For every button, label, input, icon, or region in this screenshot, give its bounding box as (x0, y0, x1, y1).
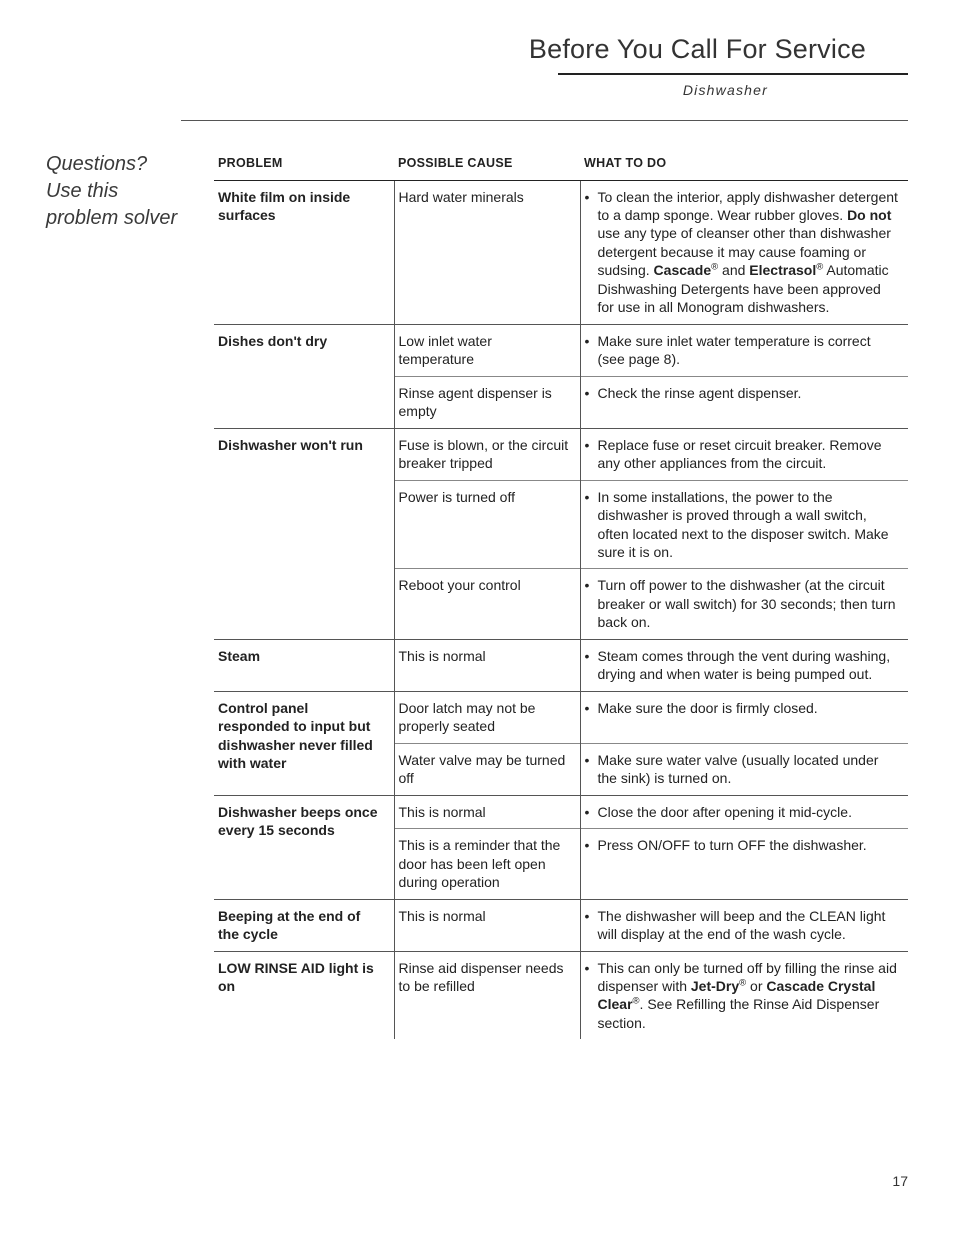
title-rule (558, 73, 908, 75)
problem-cell: Steam (214, 639, 394, 691)
todo-list: Turn off power to the dishwasher (at the… (585, 576, 899, 631)
table-row: Dishes don't dryLow inlet water temperat… (214, 324, 908, 376)
cause-cell: Reboot your control (394, 569, 580, 639)
col-header-todo: WHAT TO DO (580, 149, 908, 180)
todo-item: In some installations, the power to the … (585, 488, 899, 562)
col-header-problem: PROBLEM (214, 149, 394, 180)
todo-cell: Replace fuse or reset circuit breaker. R… (580, 428, 908, 480)
cause-cell: This is normal (394, 899, 580, 951)
table-row: Control panel responded to input but dis… (214, 691, 908, 743)
todo-cell: Press ON/OFF to turn OFF the dishwasher. (580, 829, 908, 899)
table-row: Dishwasher won't runFuse is blown, or th… (214, 428, 908, 480)
todo-list: Steam comes through the vent during wash… (585, 647, 899, 684)
page-number: 17 (892, 1173, 908, 1189)
todo-cell: The dishwasher will beep and the CLEAN l… (580, 899, 908, 951)
cause-cell: Low inlet water temperature (394, 324, 580, 376)
todo-list: Check the rinse agent dispenser. (585, 384, 899, 402)
todo-list: This can only be turned off by filling t… (585, 959, 899, 1033)
header-rule (181, 120, 908, 121)
body: Questions? Use this problem solver PROBL… (46, 149, 908, 1039)
cause-cell: This is a reminder that the door has bee… (394, 829, 580, 899)
todo-list: Make sure water valve (usually located u… (585, 751, 899, 788)
todo-item: The dishwasher will beep and the CLEAN l… (585, 907, 899, 944)
todo-list: Replace fuse or reset circuit breaker. R… (585, 436, 899, 473)
table-row: Beeping at the end of the cycleThis is n… (214, 899, 908, 951)
todo-cell: This can only be turned off by filling t… (580, 951, 908, 1039)
todo-item: This can only be turned off by filling t… (585, 959, 899, 1033)
todo-list: The dishwasher will beep and the CLEAN l… (585, 907, 899, 944)
cause-cell: This is normal (394, 795, 580, 828)
cause-cell: Rinse aid dispenser needs to be refilled (394, 951, 580, 1039)
todo-cell: In some installations, the power to the … (580, 480, 908, 569)
table-row: White film on inside surfacesHard water … (214, 180, 908, 324)
todo-item: Replace fuse or reset circuit breaker. R… (585, 436, 899, 473)
todo-item: Turn off power to the dishwasher (at the… (585, 576, 899, 631)
todo-item: Check the rinse agent dispenser. (585, 384, 899, 402)
todo-list: Make sure inlet water temperature is cor… (585, 332, 899, 369)
col-header-cause: POSSIBLE CAUSE (394, 149, 580, 180)
page-title: Before You Call For Service (181, 34, 908, 65)
cause-cell: Power is turned off (394, 480, 580, 569)
todo-list: Press ON/OFF to turn OFF the dishwasher. (585, 836, 899, 854)
todo-item: Close the door after opening it mid-cycl… (585, 803, 899, 821)
table-header-row: PROBLEM POSSIBLE CAUSE WHAT TO DO (214, 149, 908, 180)
cause-cell: Hard water minerals (394, 180, 580, 324)
todo-item: To clean the interior, apply dishwasher … (585, 188, 899, 317)
page: Before You Call For Service Dishwasher Q… (0, 0, 954, 1235)
todo-cell: Make sure inlet water temperature is cor… (580, 324, 908, 376)
todo-cell: To clean the interior, apply dishwasher … (580, 180, 908, 324)
cause-cell: This is normal (394, 639, 580, 691)
todo-item: Make sure the door is firmly closed. (585, 699, 899, 717)
todo-item: Press ON/OFF to turn OFF the dishwasher. (585, 836, 899, 854)
problem-cell: Control panel responded to input but dis… (214, 691, 394, 795)
problem-cell: Beeping at the end of the cycle (214, 899, 394, 951)
todo-cell: Make sure the door is firmly closed. (580, 691, 908, 743)
troubleshoot-table: PROBLEM POSSIBLE CAUSE WHAT TO DO White … (214, 149, 908, 1039)
cause-cell: Rinse agent dispenser is empty (394, 376, 580, 428)
todo-list: Make sure the door is firmly closed. (585, 699, 899, 717)
page-subtitle: Dishwasher (181, 82, 908, 98)
todo-cell: Turn off power to the dishwasher (at the… (580, 569, 908, 639)
problem-cell: Dishes don't dry (214, 324, 394, 428)
table-row: Dishwasher beeps once every 15 secondsTh… (214, 795, 908, 828)
todo-cell: Steam comes through the vent during wash… (580, 639, 908, 691)
todo-list: Close the door after opening it mid-cycl… (585, 803, 899, 821)
problem-cell: Dishwasher beeps once every 15 seconds (214, 795, 394, 899)
cause-cell: Door latch may not be properly seated (394, 691, 580, 743)
page-header: Before You Call For Service Dishwasher (181, 34, 908, 98)
problem-cell: LOW RINSE AID light is on (214, 951, 394, 1039)
table-row: SteamThis is normalSteam comes through t… (214, 639, 908, 691)
cause-cell: Water valve may be turned off (394, 743, 580, 795)
todo-cell: Check the rinse agent dispenser. (580, 376, 908, 428)
cause-cell: Fuse is blown, or the circuit breaker tr… (394, 428, 580, 480)
problem-cell: Dishwasher won't run (214, 428, 394, 639)
table-body: White film on inside surfacesHard water … (214, 180, 908, 1039)
todo-item: Make sure water valve (usually located u… (585, 751, 899, 788)
todo-cell: Make sure water valve (usually located u… (580, 743, 908, 795)
sidebar-callout: Questions? Use this problem solver (46, 149, 184, 1039)
table-row: LOW RINSE AID light is onRinse aid dispe… (214, 951, 908, 1039)
problem-cell: White film on inside surfaces (214, 180, 394, 324)
todo-list: To clean the interior, apply dishwasher … (585, 188, 899, 317)
todo-item: Steam comes through the vent during wash… (585, 647, 899, 684)
todo-list: In some installations, the power to the … (585, 488, 899, 562)
troubleshoot-table-wrap: PROBLEM POSSIBLE CAUSE WHAT TO DO White … (214, 149, 908, 1039)
todo-cell: Close the door after opening it mid-cycl… (580, 795, 908, 828)
todo-item: Make sure inlet water temperature is cor… (585, 332, 899, 369)
